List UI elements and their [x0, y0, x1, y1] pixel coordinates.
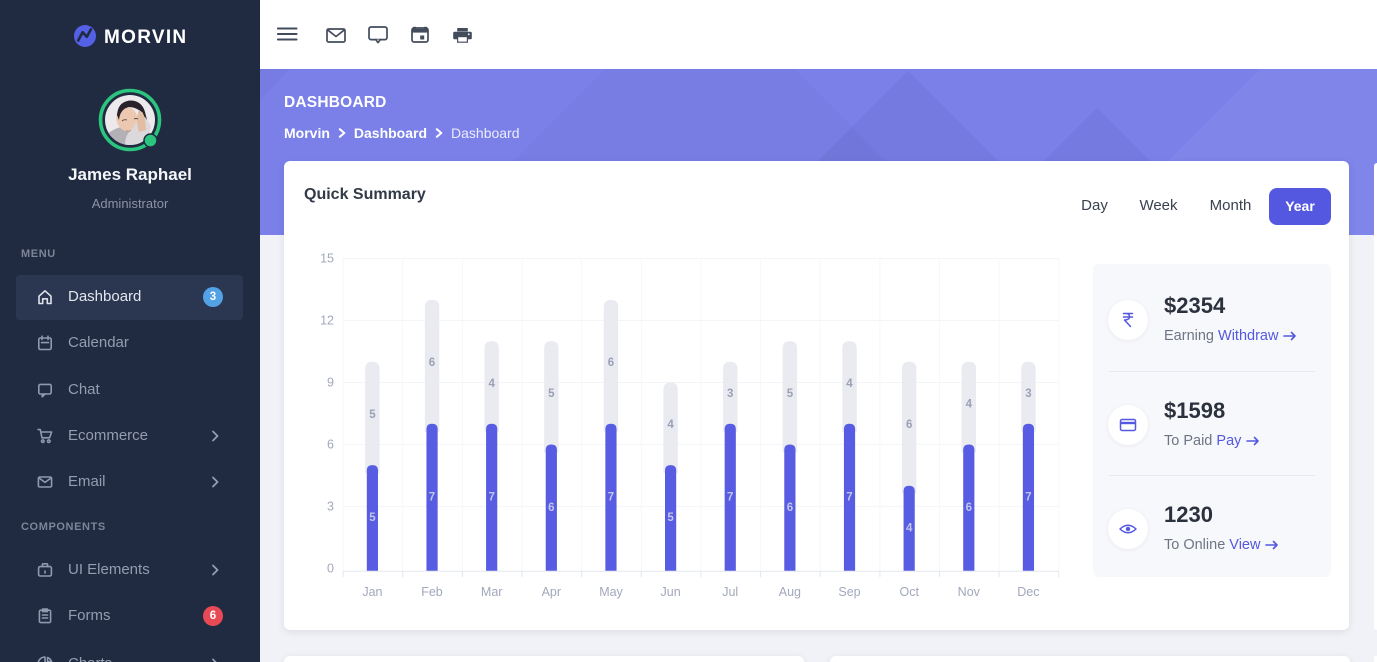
svg-text:4: 4 [906, 523, 913, 535]
svg-text:3: 3 [327, 500, 334, 514]
svg-text:5: 5 [369, 512, 376, 524]
svg-text:0: 0 [327, 562, 334, 576]
svg-text:6: 6 [548, 502, 554, 514]
svg-text:Jul: Jul [722, 585, 738, 599]
svg-text:Jun: Jun [661, 585, 681, 599]
svg-text:6: 6 [906, 419, 912, 431]
svg-text:Aug: Aug [779, 585, 801, 599]
svg-text:5: 5 [667, 512, 674, 524]
svg-text:7: 7 [1025, 492, 1031, 504]
svg-text:7: 7 [846, 492, 852, 504]
svg-text:5: 5 [548, 388, 555, 400]
svg-text:4: 4 [667, 419, 674, 431]
svg-text:6: 6 [608, 357, 614, 369]
svg-text:4: 4 [966, 399, 973, 411]
svg-text:Feb: Feb [421, 585, 443, 599]
svg-text:6: 6 [429, 357, 435, 369]
svg-text:May: May [599, 585, 623, 599]
svg-text:7: 7 [727, 492, 733, 504]
svg-text:3: 3 [727, 388, 733, 400]
svg-text:6: 6 [327, 438, 334, 452]
svg-text:6: 6 [966, 502, 972, 514]
svg-text:Dec: Dec [1017, 585, 1039, 599]
svg-text:Nov: Nov [958, 585, 981, 599]
svg-text:4: 4 [488, 378, 495, 390]
svg-text:6: 6 [787, 502, 793, 514]
svg-text:Jan: Jan [362, 585, 382, 599]
svg-text:4: 4 [846, 378, 853, 390]
svg-text:15: 15 [320, 252, 334, 266]
svg-text:7: 7 [429, 492, 435, 504]
svg-text:7: 7 [488, 492, 494, 504]
svg-text:9: 9 [327, 376, 334, 390]
svg-text:12: 12 [320, 314, 334, 328]
svg-text:Apr: Apr [542, 585, 561, 599]
svg-text:3: 3 [1025, 388, 1031, 400]
svg-text:5: 5 [787, 388, 794, 400]
svg-text:7: 7 [608, 492, 614, 504]
svg-text:5: 5 [369, 409, 376, 421]
svg-text:Mar: Mar [481, 585, 503, 599]
svg-text:Sep: Sep [838, 585, 860, 599]
svg-text:Oct: Oct [899, 585, 919, 599]
